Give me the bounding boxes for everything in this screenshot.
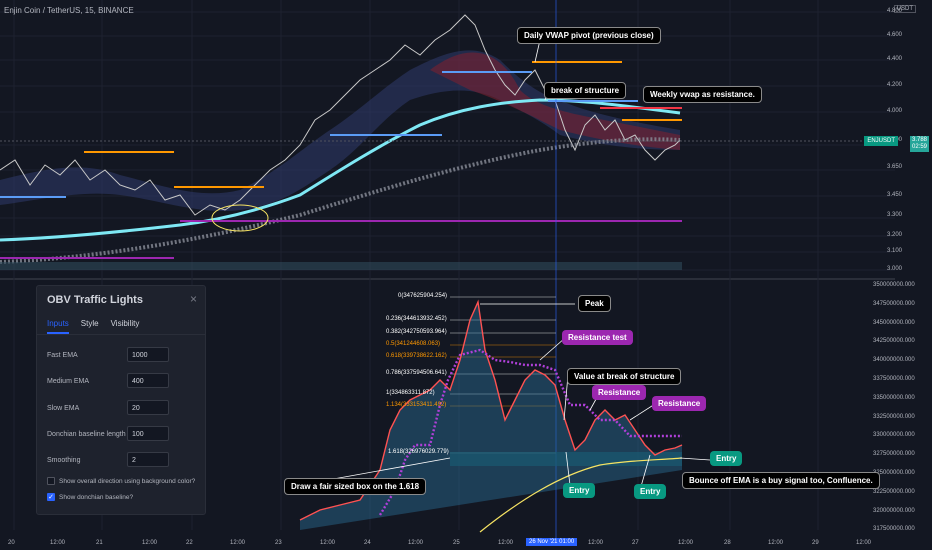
time-tick: 28 — [724, 540, 731, 546]
osc-tick: 340000000.000 — [873, 357, 915, 364]
time-tick: 12:00 — [678, 540, 694, 546]
osc-tick: 337500000.000 — [873, 376, 915, 382]
donchian-baseline-label: Show donchian baseline? — [59, 493, 134, 501]
slow-ema-input[interactable]: 20 — [127, 400, 169, 415]
price-tick: 4.600 — [887, 32, 903, 38]
medium-ema-label: Medium EMA — [47, 378, 90, 385]
time-tick: 23 — [275, 540, 282, 546]
osc-tick: 320000000.000 — [873, 507, 915, 514]
time-tick: 24 — [364, 540, 371, 546]
price-tick: 3.200 — [887, 232, 903, 238]
time-tick: 12:00 — [408, 540, 424, 546]
fib-level-label: 0(347625904.254) — [398, 293, 448, 299]
time-tick: 27 — [632, 540, 639, 546]
panel-title: OBV Traffic Lights — [47, 294, 143, 306]
time-tick: 25 — [453, 540, 460, 546]
price-tick: 4.800 — [887, 8, 903, 14]
price-tick: 3.000 — [887, 266, 903, 272]
donchian-baseline-checkbox[interactable]: ✓ — [47, 493, 55, 501]
callout-entry-1: Entry — [710, 451, 743, 466]
currency-badge[interactable]: USDT — [893, 5, 916, 13]
donchian-length-input[interactable]: 100 — [127, 426, 169, 441]
osc-tick: 335000000.000 — [873, 394, 915, 401]
callout-resistance-test: Resistance test — [562, 330, 633, 345]
tab-divider — [37, 334, 205, 335]
fib-level-label: 1.618(326976029.779) — [388, 449, 449, 455]
price-tick: 3.450 — [887, 192, 903, 198]
fib-level-label: 0.236(344613932.452) — [386, 316, 447, 322]
price-tick: 4.400 — [887, 56, 903, 62]
fib-level-label: 0.382(342750593.964) — [386, 329, 447, 335]
price-tick: 3.300 — [887, 212, 903, 218]
callout-daily-vwap: Daily VWAP pivot (previous close) — [517, 27, 661, 44]
price-tick: 4.000 — [887, 108, 903, 114]
fib-level-label: 1.134(333153411.492) — [386, 402, 447, 408]
time-tick: 12:00 — [50, 540, 66, 546]
background-direction-option[interactable]: Show overall direction using background … — [47, 477, 195, 485]
callout-entry-3: Entry — [634, 484, 667, 499]
time-tick: 22 — [186, 540, 193, 546]
osc-tick: 327500000.000 — [873, 451, 915, 458]
ticker-tag: ENJUSDT — [864, 136, 898, 146]
osc-tick: 325000000.000 — [873, 470, 915, 476]
fib-level-label: 1(334863311.872) — [386, 390, 435, 396]
time-tick: 12:00 — [142, 540, 158, 546]
fib-level-label: 0.786(337594506.641) — [386, 370, 447, 376]
osc-tick: 330000000.000 — [873, 432, 915, 439]
callout-fair-box: Draw a fair sized box on the 1.618 — [284, 478, 427, 495]
tab-visibility[interactable]: Visibility — [110, 319, 140, 328]
time-tick: 21 — [96, 540, 103, 546]
osc-tick: 347500000.000 — [873, 300, 915, 307]
callout-peak: Peak — [578, 295, 611, 312]
donchian-length-label: Donchian baseline length — [47, 431, 126, 438]
osc-tick: 342500000.000 — [873, 338, 915, 345]
time-tick: 12:00 — [320, 540, 336, 546]
smoothing-input[interactable]: 2 — [127, 452, 169, 467]
time-tick: 20 — [8, 540, 15, 546]
fast-ema-input[interactable]: 1000 — [127, 347, 169, 362]
osc-tick: 322500000.000 — [873, 488, 915, 495]
price-tick: 3.650 — [887, 164, 903, 170]
fib-level-label: 0.618(339738622.162) — [386, 353, 447, 359]
slow-ema-label: Slow EMA — [47, 405, 80, 412]
background-direction-checkbox[interactable] — [47, 477, 55, 485]
indicator-settings-panel: OBV Traffic Lights × Inputs Style Visibi… — [36, 285, 206, 515]
osc-tick: 332500000.000 — [873, 413, 915, 420]
panel-tabs: Inputs Style Visibility — [47, 319, 139, 334]
osc-tick: 345000000.000 — [873, 319, 915, 326]
close-icon[interactable]: × — [189, 292, 197, 306]
callout-break-structure: break of structure — [544, 82, 627, 99]
fib-level-label: 0.5(341244608.063) — [386, 341, 441, 347]
callout-resistance-1: Resistance — [592, 385, 647, 400]
time-tick: 12:00 — [588, 540, 604, 546]
time-tick: 29 — [812, 540, 819, 546]
ticker-price: 3.788 — [911, 137, 927, 143]
smoothing-label: Smoothing — [47, 457, 81, 464]
background-direction-label: Show overall direction using background … — [59, 477, 196, 485]
callout-weekly-vwap: Weekly vwap as resistance. — [643, 86, 762, 103]
osc-tick: 317500000.000 — [873, 526, 915, 533]
time-tick: 12:00 — [768, 540, 784, 546]
callout-resistance-2: Resistance — [652, 396, 707, 411]
tab-style[interactable]: Style — [80, 319, 99, 328]
callout-bounce: Bounce off EMA is a buy signal too, Conf… — [682, 472, 880, 489]
fast-ema-label: Fast EMA — [47, 352, 78, 359]
chart-title: Enjin Coin / TetherUS, 15, BINANCE — [4, 6, 134, 15]
date-highlight: 26 Nov '21 01:00 — [526, 538, 578, 546]
time-tick: 12:00 — [230, 540, 246, 546]
callout-value-break: Value at break of structure — [567, 368, 682, 385]
ticker-countdown: 02:59 — [911, 144, 927, 150]
time-tick: 12:00 — [856, 540, 872, 546]
donchian-baseline-option[interactable]: ✓ Show donchian baseline? — [47, 493, 133, 501]
price-tick: 3.100 — [887, 248, 903, 254]
medium-ema-input[interactable]: 400 — [127, 373, 169, 388]
callout-entry-2: Entry — [563, 483, 596, 498]
time-tick: 12:00 — [498, 540, 514, 546]
price-tick: 4.200 — [887, 82, 903, 88]
osc-tick: 350000000.000 — [873, 282, 915, 288]
ticker-price-badge: 3.788 02:59 — [909, 136, 929, 152]
tab-inputs[interactable]: Inputs — [47, 319, 69, 334]
